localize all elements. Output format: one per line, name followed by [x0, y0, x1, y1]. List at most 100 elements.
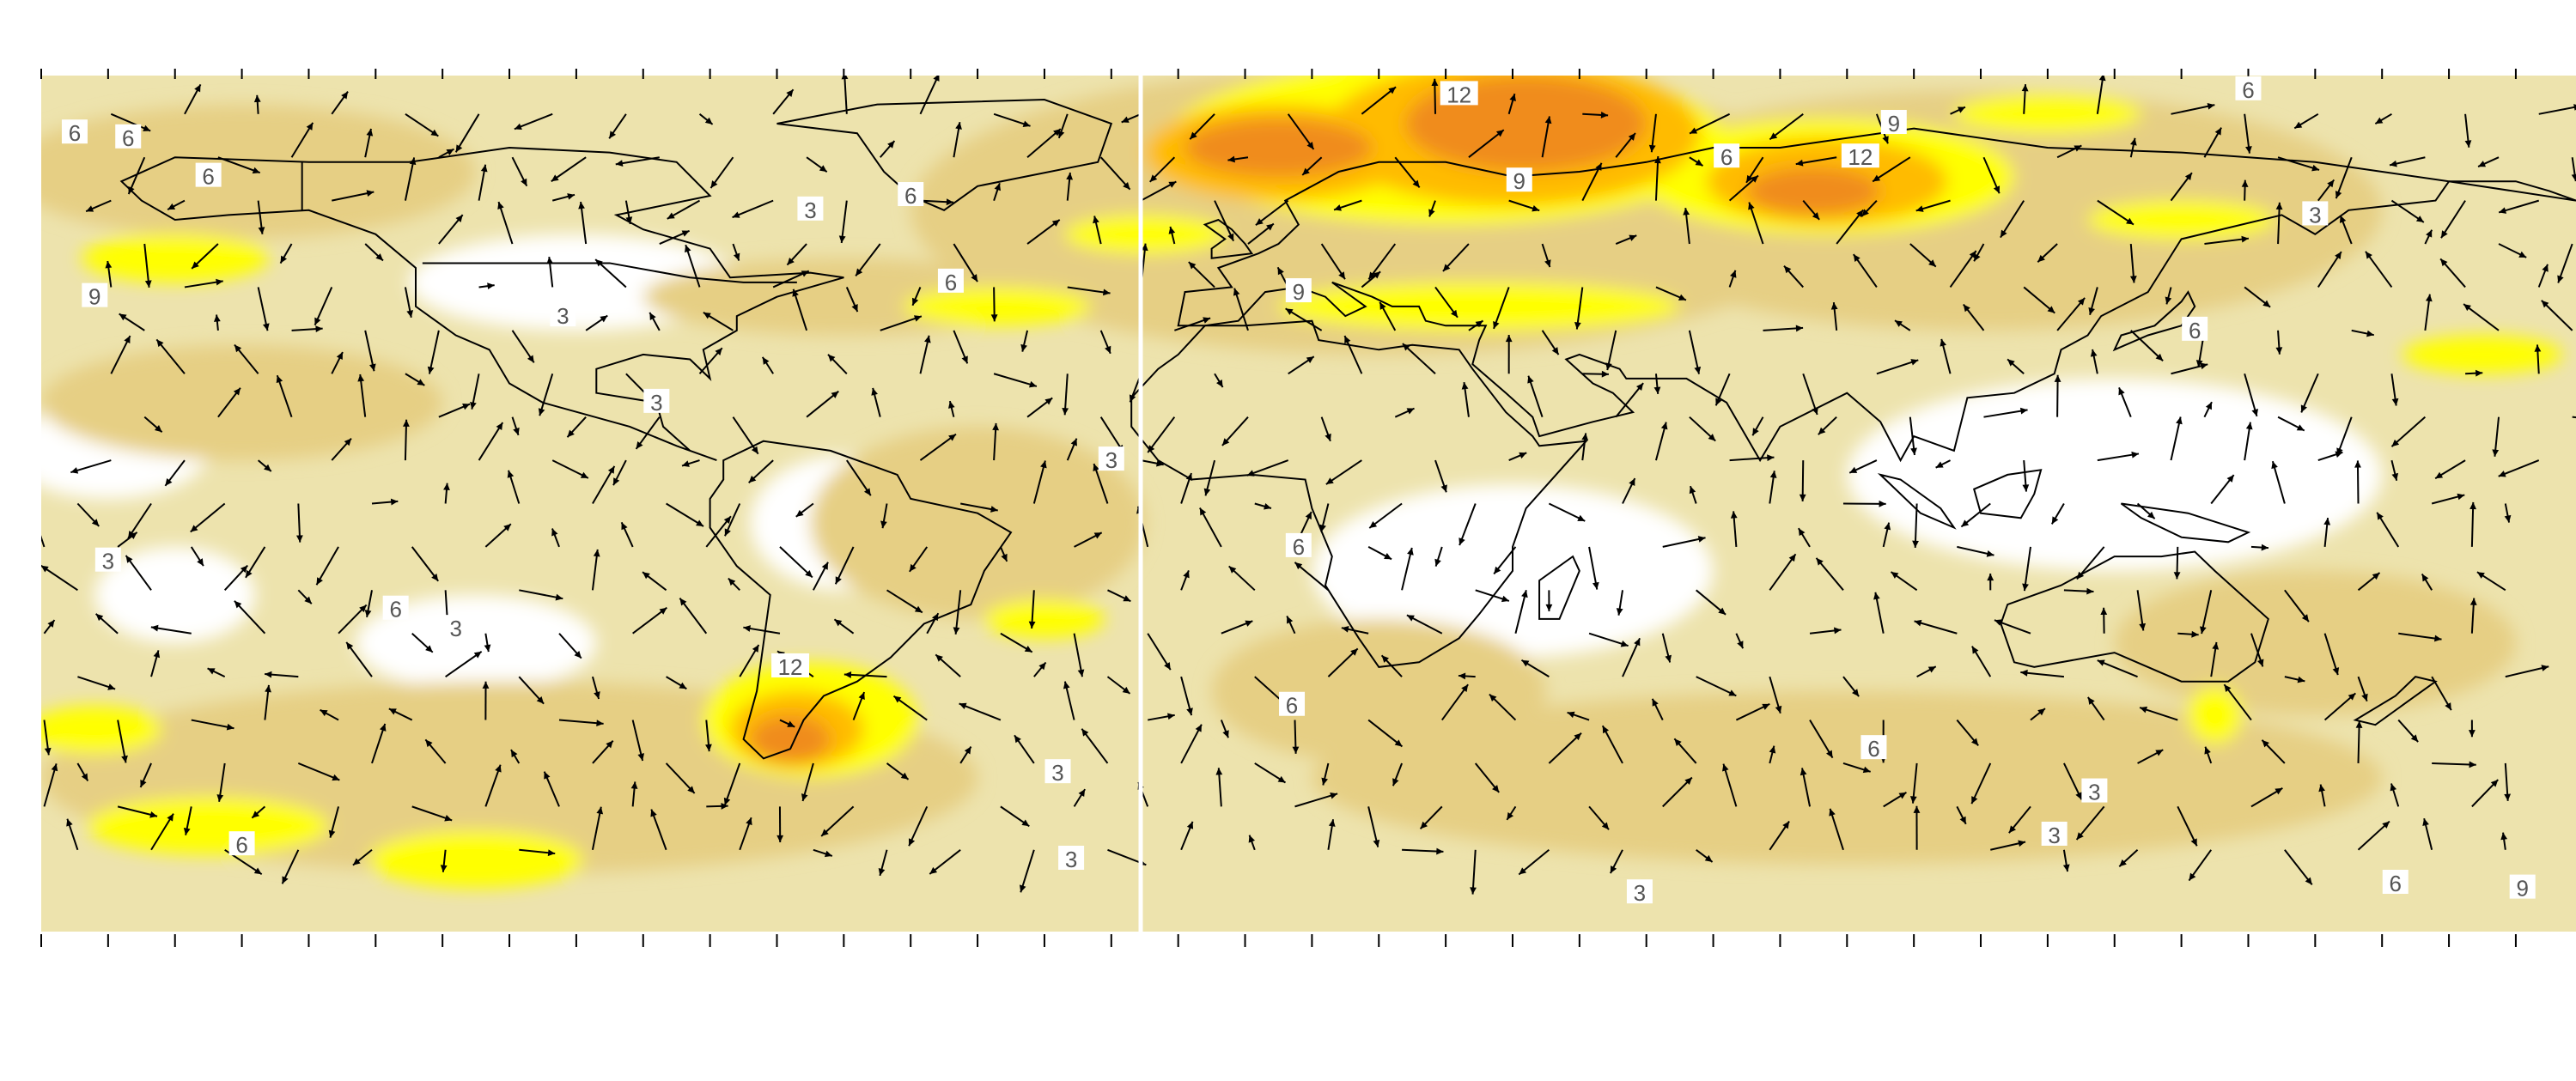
svg-text:9: 9	[1513, 168, 1526, 194]
wind-vector-arrow	[1458, 672, 1476, 680]
calm-region	[94, 546, 256, 643]
wind-vector-arrow	[364, 330, 376, 372]
contour-label: 3	[442, 615, 469, 641]
wind-vector-arrow	[291, 325, 323, 333]
wind-vector-arrow	[1506, 805, 1517, 821]
wind-vector-layer	[41, 76, 2576, 895]
wind-vector-arrow	[2088, 287, 2098, 316]
wind-vector-arrow	[2365, 251, 2393, 288]
wind-vector-arrow	[1254, 762, 1287, 784]
wind-vector-arrow	[2277, 416, 2305, 432]
wind-vector-arrow	[993, 182, 1002, 201]
anomaly-region-6	[1211, 618, 1546, 763]
wind-vector-arrow	[2075, 805, 2105, 841]
wind-vector-arrow	[484, 523, 512, 548]
wind-vector-arrow	[511, 416, 520, 436]
svg-text:3: 3	[557, 303, 569, 329]
wind-vector-arrow	[332, 190, 375, 202]
wind-vector-arrow	[2136, 502, 2156, 519]
wind-vector-arrow	[1798, 527, 1811, 548]
wind-vector-arrow	[1428, 200, 1436, 217]
wind-vector-arrow	[551, 459, 589, 479]
wind-vector-arrow	[2241, 179, 2249, 201]
wind-vector-arrow	[2054, 374, 2061, 417]
wind-vector-arrow	[724, 503, 741, 537]
wind-vector-arrow	[1254, 502, 1272, 510]
wind-vector-arrow	[705, 515, 732, 548]
wind-vector-arrow	[257, 459, 272, 472]
wind-vector-arrow	[1662, 776, 1693, 808]
wind-vector-arrow	[77, 676, 116, 690]
anomaly-region-9	[41, 705, 162, 754]
wind-vector-arrow	[1028, 590, 1036, 629]
wind-vector-arrow	[2203, 127, 2222, 158]
coastline-sumatra	[1877, 473, 1957, 530]
contour-label: 6	[115, 124, 142, 151]
contour-label: 6	[898, 182, 924, 209]
wind-vector-arrow	[892, 695, 928, 721]
wind-vector-arrow	[2355, 720, 2363, 763]
wind-vector-arrow	[1622, 637, 1641, 677]
wind-vector-arrow	[1800, 768, 1812, 807]
wind-vector-arrow	[1320, 416, 1331, 442]
wind-vector-arrow	[314, 287, 333, 326]
wind-vector-arrow	[1605, 330, 1617, 371]
wind-vector-arrow	[2022, 460, 2030, 492]
wind-vector-arrow	[843, 671, 887, 678]
wind-vector-arrow	[2223, 683, 2252, 721]
wind-vector-arrow	[1990, 840, 2026, 851]
anomaly-region-9	[2087, 200, 2275, 240]
wind-vector-arrow	[1799, 460, 1806, 501]
wind-vector-arrow	[405, 373, 425, 386]
svg-text:3: 3	[1105, 447, 1117, 473]
wind-vector-arrow	[2374, 112, 2392, 124]
wind-vector-arrow	[1228, 565, 1256, 592]
wind-vector-arrow	[2498, 243, 2527, 258]
wind-vector-arrow	[2250, 633, 2264, 667]
wind-vector-arrow	[216, 762, 226, 802]
wind-vector-arrow	[320, 708, 339, 721]
wind-vector-arrow	[578, 201, 588, 245]
contour-label: 6	[61, 119, 88, 146]
wind-vector-arrow	[345, 641, 373, 677]
wind-vector-arrow	[911, 287, 922, 307]
wind-vector-arrow	[1294, 792, 1338, 808]
anomaly-region-9	[1278, 282, 1680, 331]
wind-vector-arrow	[117, 805, 158, 818]
wind-vector-arrow	[1882, 522, 1891, 548]
wind-vector-arrow	[2171, 362, 2208, 375]
wind-vector-arrow	[551, 193, 575, 202]
wind-vector-arrow	[953, 243, 978, 282]
wind-vector-arrow	[2477, 156, 2500, 168]
wind-vector-arrow	[813, 848, 833, 858]
wind-vector-arrow	[1970, 762, 1992, 805]
wind-vector-arrow	[1616, 590, 1624, 616]
axis-ticks	[40, 69, 2517, 947]
wind-vector-arrow	[1099, 330, 1111, 355]
wind-vector-arrow	[1063, 681, 1075, 720]
wind-vector-arrow	[1189, 113, 1215, 140]
wind-vector-arrow	[538, 373, 554, 416]
wind-vector-arrow	[1909, 762, 1918, 804]
wind-vector-arrow	[1688, 330, 1702, 374]
wind-vector-arrow	[1983, 407, 2028, 418]
wind-vector-arrow	[2000, 200, 2025, 239]
wind-vector-arrow	[2022, 546, 2031, 592]
wind-vector-arrow	[331, 437, 352, 461]
wind-vector-arrow	[2177, 805, 2198, 847]
wind-vector-arrow	[2037, 243, 2058, 263]
wind-vector-arrow	[43, 619, 56, 635]
wind-vector-arrow	[681, 459, 700, 467]
wind-vector-arrow	[2468, 720, 2476, 738]
wind-vector-arrow	[470, 373, 480, 410]
svg-text:3: 3	[2309, 202, 2321, 228]
svg-text:9: 9	[1293, 279, 1305, 305]
wind-vector-arrow	[1842, 762, 1871, 774]
wind-vector-arrow	[150, 624, 192, 635]
wind-vector-arrow	[929, 848, 961, 875]
wind-vector-arrow	[2469, 501, 2476, 547]
wind-vector-arrow	[1518, 849, 1550, 876]
wind-vector-arrow	[935, 653, 961, 677]
wind-vector-arrow	[1963, 303, 1985, 331]
wind-vector-arrow	[402, 419, 410, 461]
